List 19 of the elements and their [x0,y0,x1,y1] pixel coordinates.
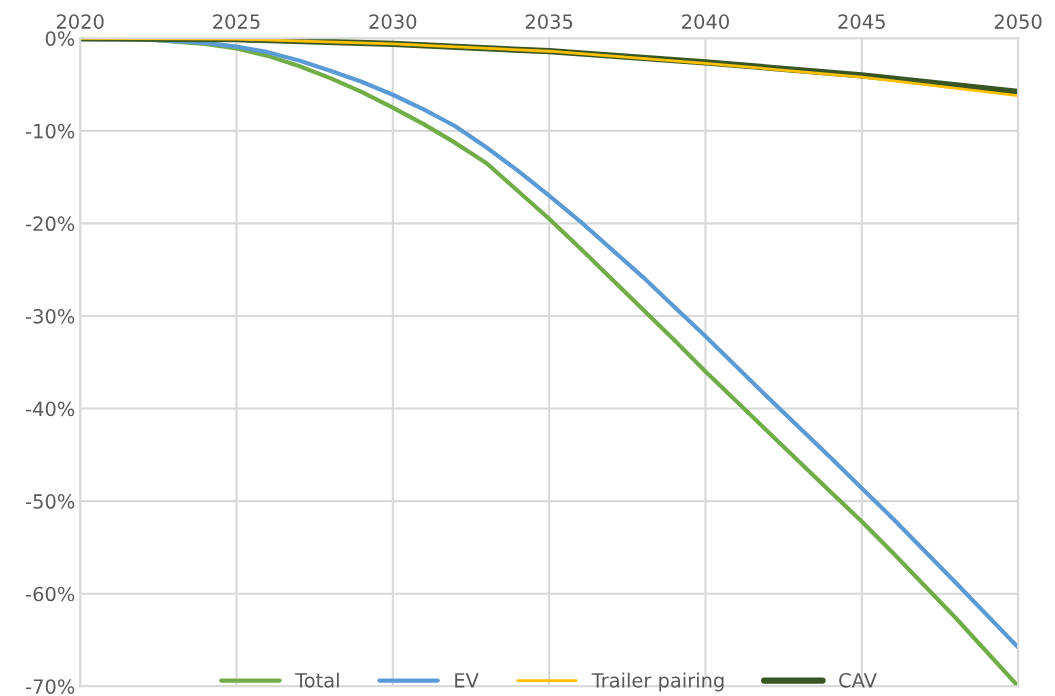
x-tick-label: 2030 [369,14,417,29]
x-tick-label: 2020 [56,14,104,29]
x-tick-label: 2050 [994,14,1042,29]
y-tick-label: -70% [26,679,75,694]
legend-label: CAV [839,672,877,688]
y-tick-label: -20% [26,216,75,232]
x-tick-label: 2045 [838,14,885,29]
legend-label: EV [455,673,479,688]
y-tick-label: -10% [26,123,75,139]
legend-label: Trailer pairing [591,672,724,692]
y-tick-label: -50% [26,494,75,509]
y-tick-label: -60% [26,586,75,602]
x-tick-label: 2040 [682,14,729,29]
legend-label: Total [295,672,339,688]
x-tick-label: 2025 [213,14,260,29]
y-tick-label: -30% [26,308,75,324]
x-tick-label: 2035 [525,14,573,29]
y-tick-label: -40% [26,401,75,417]
y-tick-label: 0% [45,31,75,46]
